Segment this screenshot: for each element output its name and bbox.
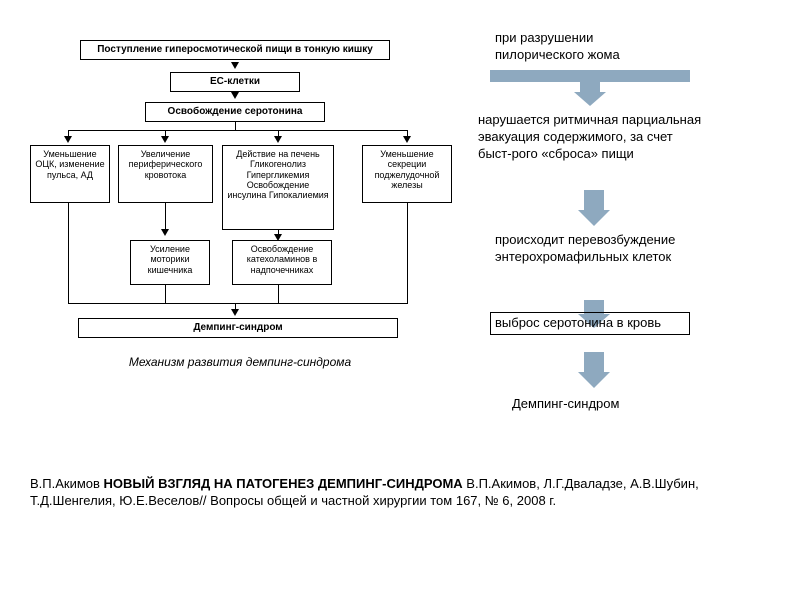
- connector: [407, 203, 408, 303]
- connector: [68, 303, 408, 304]
- arrow: [231, 62, 239, 69]
- block-arrow-icon: [490, 70, 690, 106]
- arrow: [161, 229, 169, 236]
- right-text-4: Демпинг-синдром: [512, 396, 712, 413]
- node-branch-1: Уменьшение ОЦК, изменение пульса, АД: [30, 145, 110, 203]
- connector: [235, 122, 236, 130]
- arrow: [231, 92, 239, 99]
- arrow: [403, 136, 411, 143]
- citation-title: НОВЫЙ ВЗГЛЯД НА ПАТОГЕНЕЗ ДЕМПИНГ-СИНДРО…: [104, 476, 463, 491]
- diagram-caption: Механизм развития демпинг-синдрома: [90, 355, 390, 369]
- node-branch-3: Действие на печень Гликогенолиз Гипергли…: [222, 145, 334, 230]
- connector: [278, 285, 279, 303]
- node-sub-1: Усиление моторики кишечника: [130, 240, 210, 285]
- citation-prefix: В.П.Акимов: [30, 476, 104, 491]
- citation: В.П.Акимов НОВЫЙ ВЗГЛЯД НА ПАТОГЕНЕЗ ДЕМ…: [30, 476, 770, 510]
- block-arrow-icon: [574, 190, 614, 228]
- arrow: [64, 136, 72, 143]
- node-sub-2: Освобождение катехоламинов в надпочечник…: [232, 240, 332, 285]
- arrow: [231, 309, 239, 316]
- connector: [165, 203, 166, 231]
- connector: [165, 285, 166, 303]
- right-text-1: при разрушении пилорического жома: [495, 30, 685, 64]
- block-arrow-icon: [574, 352, 614, 390]
- right-box: выброс серотонина в кровь: [490, 312, 690, 335]
- node-ec: EC-клетки: [170, 72, 300, 92]
- node-branch-4: Уменьшение секреции поджелудочной железы: [362, 145, 452, 203]
- connector: [68, 130, 408, 131]
- node-serotonin: Освобождение серотонина: [145, 102, 325, 122]
- node-final: Демпинг-синдром: [78, 318, 398, 338]
- right-text-3: происходит перевозбуждение энтерохромафи…: [495, 232, 695, 266]
- node-branch-2: Увеличение периферического кровотока: [118, 145, 213, 203]
- right-text-2: нарушается ритмичная парциальная эвакуац…: [478, 112, 708, 163]
- arrow: [161, 136, 169, 143]
- node-top: Поступление гиперосмотической пищи в тон…: [80, 40, 390, 60]
- arrow: [274, 136, 282, 143]
- connector: [68, 203, 69, 303]
